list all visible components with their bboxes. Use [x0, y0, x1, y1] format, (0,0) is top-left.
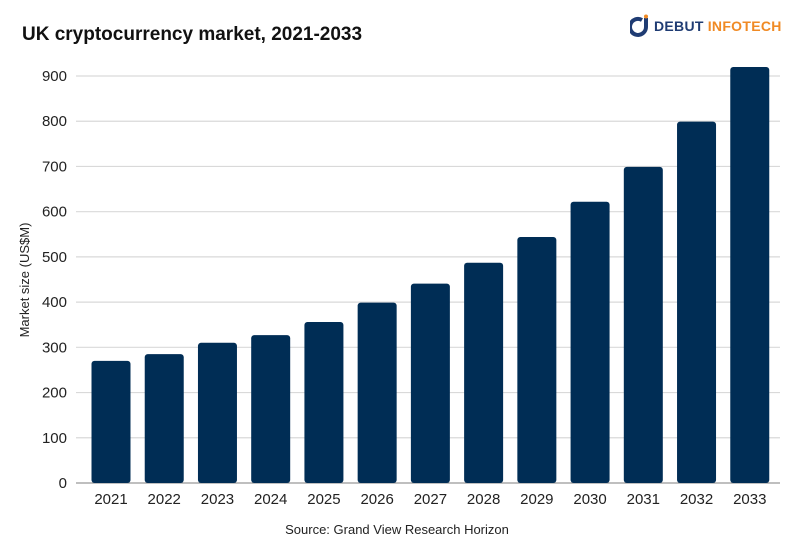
x-tick-label: 2021 — [94, 491, 127, 508]
y-tick-label: 200 — [42, 385, 67, 402]
bar-2029 — [517, 236, 557, 483]
y-axis-label: Market size (US$M) — [17, 223, 32, 338]
x-tick-label: 2026 — [360, 491, 393, 508]
logo: DEBUT INFOTECH — [630, 14, 782, 38]
logo-text-debut: DEBUT — [654, 18, 704, 34]
bar-2030 — [570, 201, 610, 483]
bar-2024 — [251, 335, 291, 483]
y-tick-label: 800 — [42, 113, 67, 130]
y-tick-label: 0 — [59, 475, 67, 492]
bar-2021 — [91, 360, 131, 483]
x-tick-label: 2030 — [573, 491, 606, 508]
y-tick-label: 500 — [42, 249, 67, 266]
x-tick-label: 2031 — [627, 491, 660, 508]
y-tick-label: 300 — [42, 339, 67, 356]
bar-2027 — [410, 283, 450, 483]
bar-2028 — [464, 262, 504, 483]
y-tick-label: 400 — [42, 294, 67, 311]
y-tick-label: 600 — [42, 204, 67, 221]
bar-2025 — [304, 322, 344, 483]
y-tick-label: 100 — [42, 430, 67, 447]
logo-text-infotech: INFOTECH — [707, 18, 782, 34]
x-tick-label: 2024 — [254, 491, 287, 508]
x-tick-label: 2023 — [201, 491, 234, 508]
y-tick-label: 900 — [42, 68, 67, 85]
source-note: Source: Grand View Research Horizon — [285, 522, 509, 537]
bar-2023 — [197, 342, 237, 483]
x-tick-label: 2022 — [148, 491, 181, 508]
x-tick-label: 2025 — [307, 491, 340, 508]
debut-logo-icon — [630, 14, 648, 37]
x-tick-label: 2027 — [414, 491, 447, 508]
bar-2022 — [144, 354, 184, 483]
x-tick-label: 2032 — [680, 491, 713, 508]
x-tick-label: 2028 — [467, 491, 500, 508]
bar-2033 — [730, 66, 770, 483]
y-tick-label: 700 — [42, 158, 67, 175]
bar-2032 — [677, 121, 717, 484]
x-tick-label: 2033 — [733, 491, 766, 508]
x-tick-label: 2029 — [520, 491, 553, 508]
bar-2031 — [623, 166, 663, 483]
bar-2026 — [357, 302, 397, 483]
chart-title: UK cryptocurrency market, 2021-2033 — [22, 24, 363, 45]
